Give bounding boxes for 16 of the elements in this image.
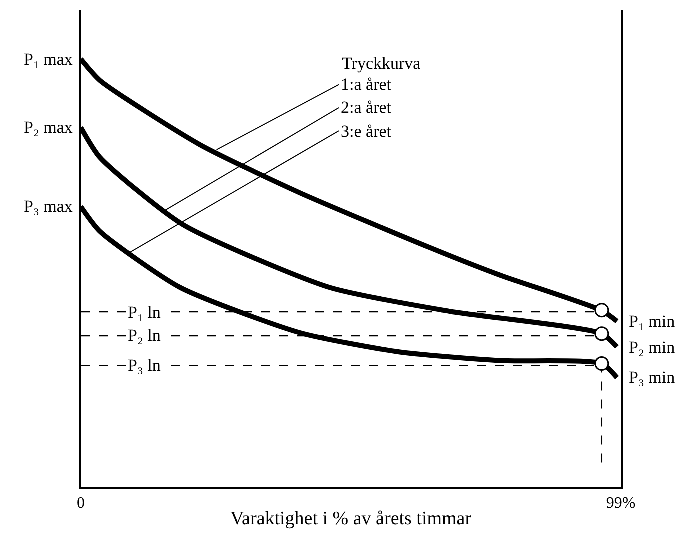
annotation: Tryckkurva — [342, 54, 422, 73]
x-tick-label: 0 — [77, 495, 85, 512]
annotation: P₂ min — [629, 338, 676, 357]
annotation: P₂ max — [24, 118, 74, 137]
annotation: P₁ max — [24, 50, 74, 69]
annotation: P₁ min — [629, 312, 676, 331]
annotation: 3:e året — [341, 122, 392, 141]
annotation: P₂ ln — [128, 326, 162, 345]
annotation: P₃ max — [24, 197, 74, 216]
x-axis-title: Varaktighet i % av årets timmar — [230, 508, 472, 530]
annotation: P₃ ln — [128, 356, 162, 375]
annotation: P₁ ln — [128, 303, 162, 322]
annotation: 1:a året — [341, 75, 392, 94]
x-tick-label: 99% — [606, 495, 636, 512]
annotation: P₃ min — [629, 368, 676, 387]
annotation: 2:a året — [341, 98, 392, 117]
